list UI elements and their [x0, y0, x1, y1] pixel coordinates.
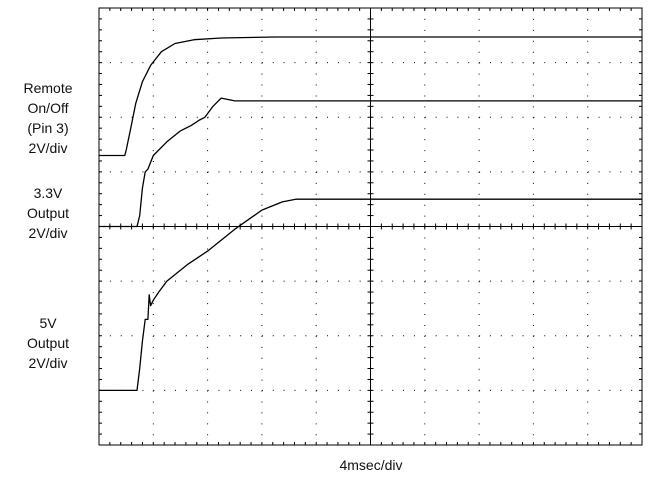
series-label-3v3: 3.3V Output 2V/div: [3, 183, 93, 243]
series-label-line: Remote: [23, 80, 73, 96]
series-label-line: 2V/div: [28, 140, 68, 156]
trace-5v-output: [99, 198, 642, 392]
plot-traces: [99, 36, 642, 392]
series-label-line: 2V/div: [28, 225, 68, 241]
series-label-remote: Remote On/Off (Pin 3) 2V/div: [3, 78, 93, 158]
trace-3v3-output: [99, 97, 642, 228]
series-label-line: 5V: [39, 315, 57, 331]
plot-grid: [98, 7, 643, 446]
trace-remote-on-off: [99, 36, 642, 157]
series-label-line: On/Off: [27, 100, 69, 116]
series-label-line: Output: [26, 205, 70, 221]
series-label-5v: 5V Output 2V/div: [3, 313, 93, 373]
series-label-line: (Pin 3): [27, 120, 69, 136]
series-label-line: 3.3V: [33, 185, 63, 201]
x-axis-label: 4msec/div: [339, 457, 403, 473]
series-label-line: 2V/div: [28, 355, 68, 371]
series-label-line: Output: [26, 335, 70, 351]
